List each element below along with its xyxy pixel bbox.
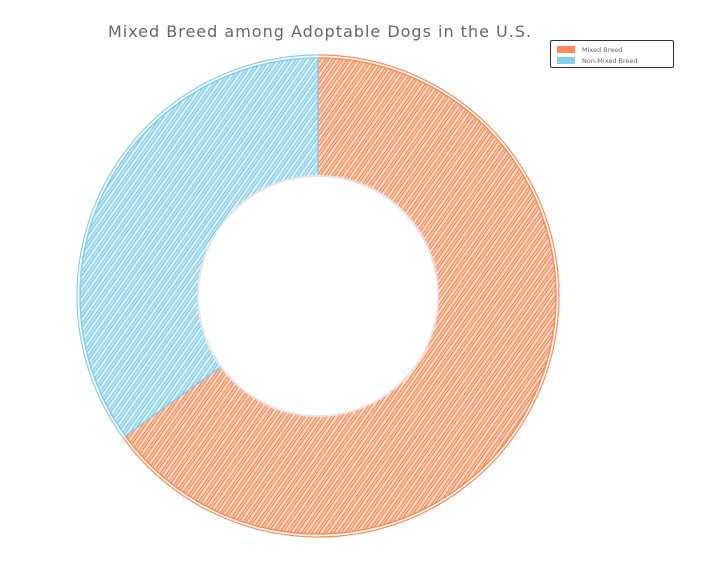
legend: Mixed Breed Non-Mixed Breed xyxy=(550,40,674,68)
slice-outline-non-mixed-breed xyxy=(76,54,319,439)
chart-title: Mixed Breed among Adoptable Dogs in the … xyxy=(107,22,533,41)
legend-label-non-mixed-breed: Non-Mixed Breed xyxy=(582,56,638,65)
slice-outline-mixed-breed xyxy=(122,54,560,538)
legend-swatch-non-mixed-breed xyxy=(557,57,575,64)
donut-hole xyxy=(197,175,439,417)
slice-non-mixed-breed[interactable] xyxy=(79,57,319,437)
legend-swatch-mixed-breed xyxy=(557,46,575,53)
legend-item-non-mixed-breed[interactable]: Non-Mixed Breed xyxy=(557,55,667,66)
legend-item-mixed-breed[interactable]: Mixed Breed xyxy=(557,44,667,55)
legend-label-mixed-breed: Mixed Breed xyxy=(582,45,623,54)
